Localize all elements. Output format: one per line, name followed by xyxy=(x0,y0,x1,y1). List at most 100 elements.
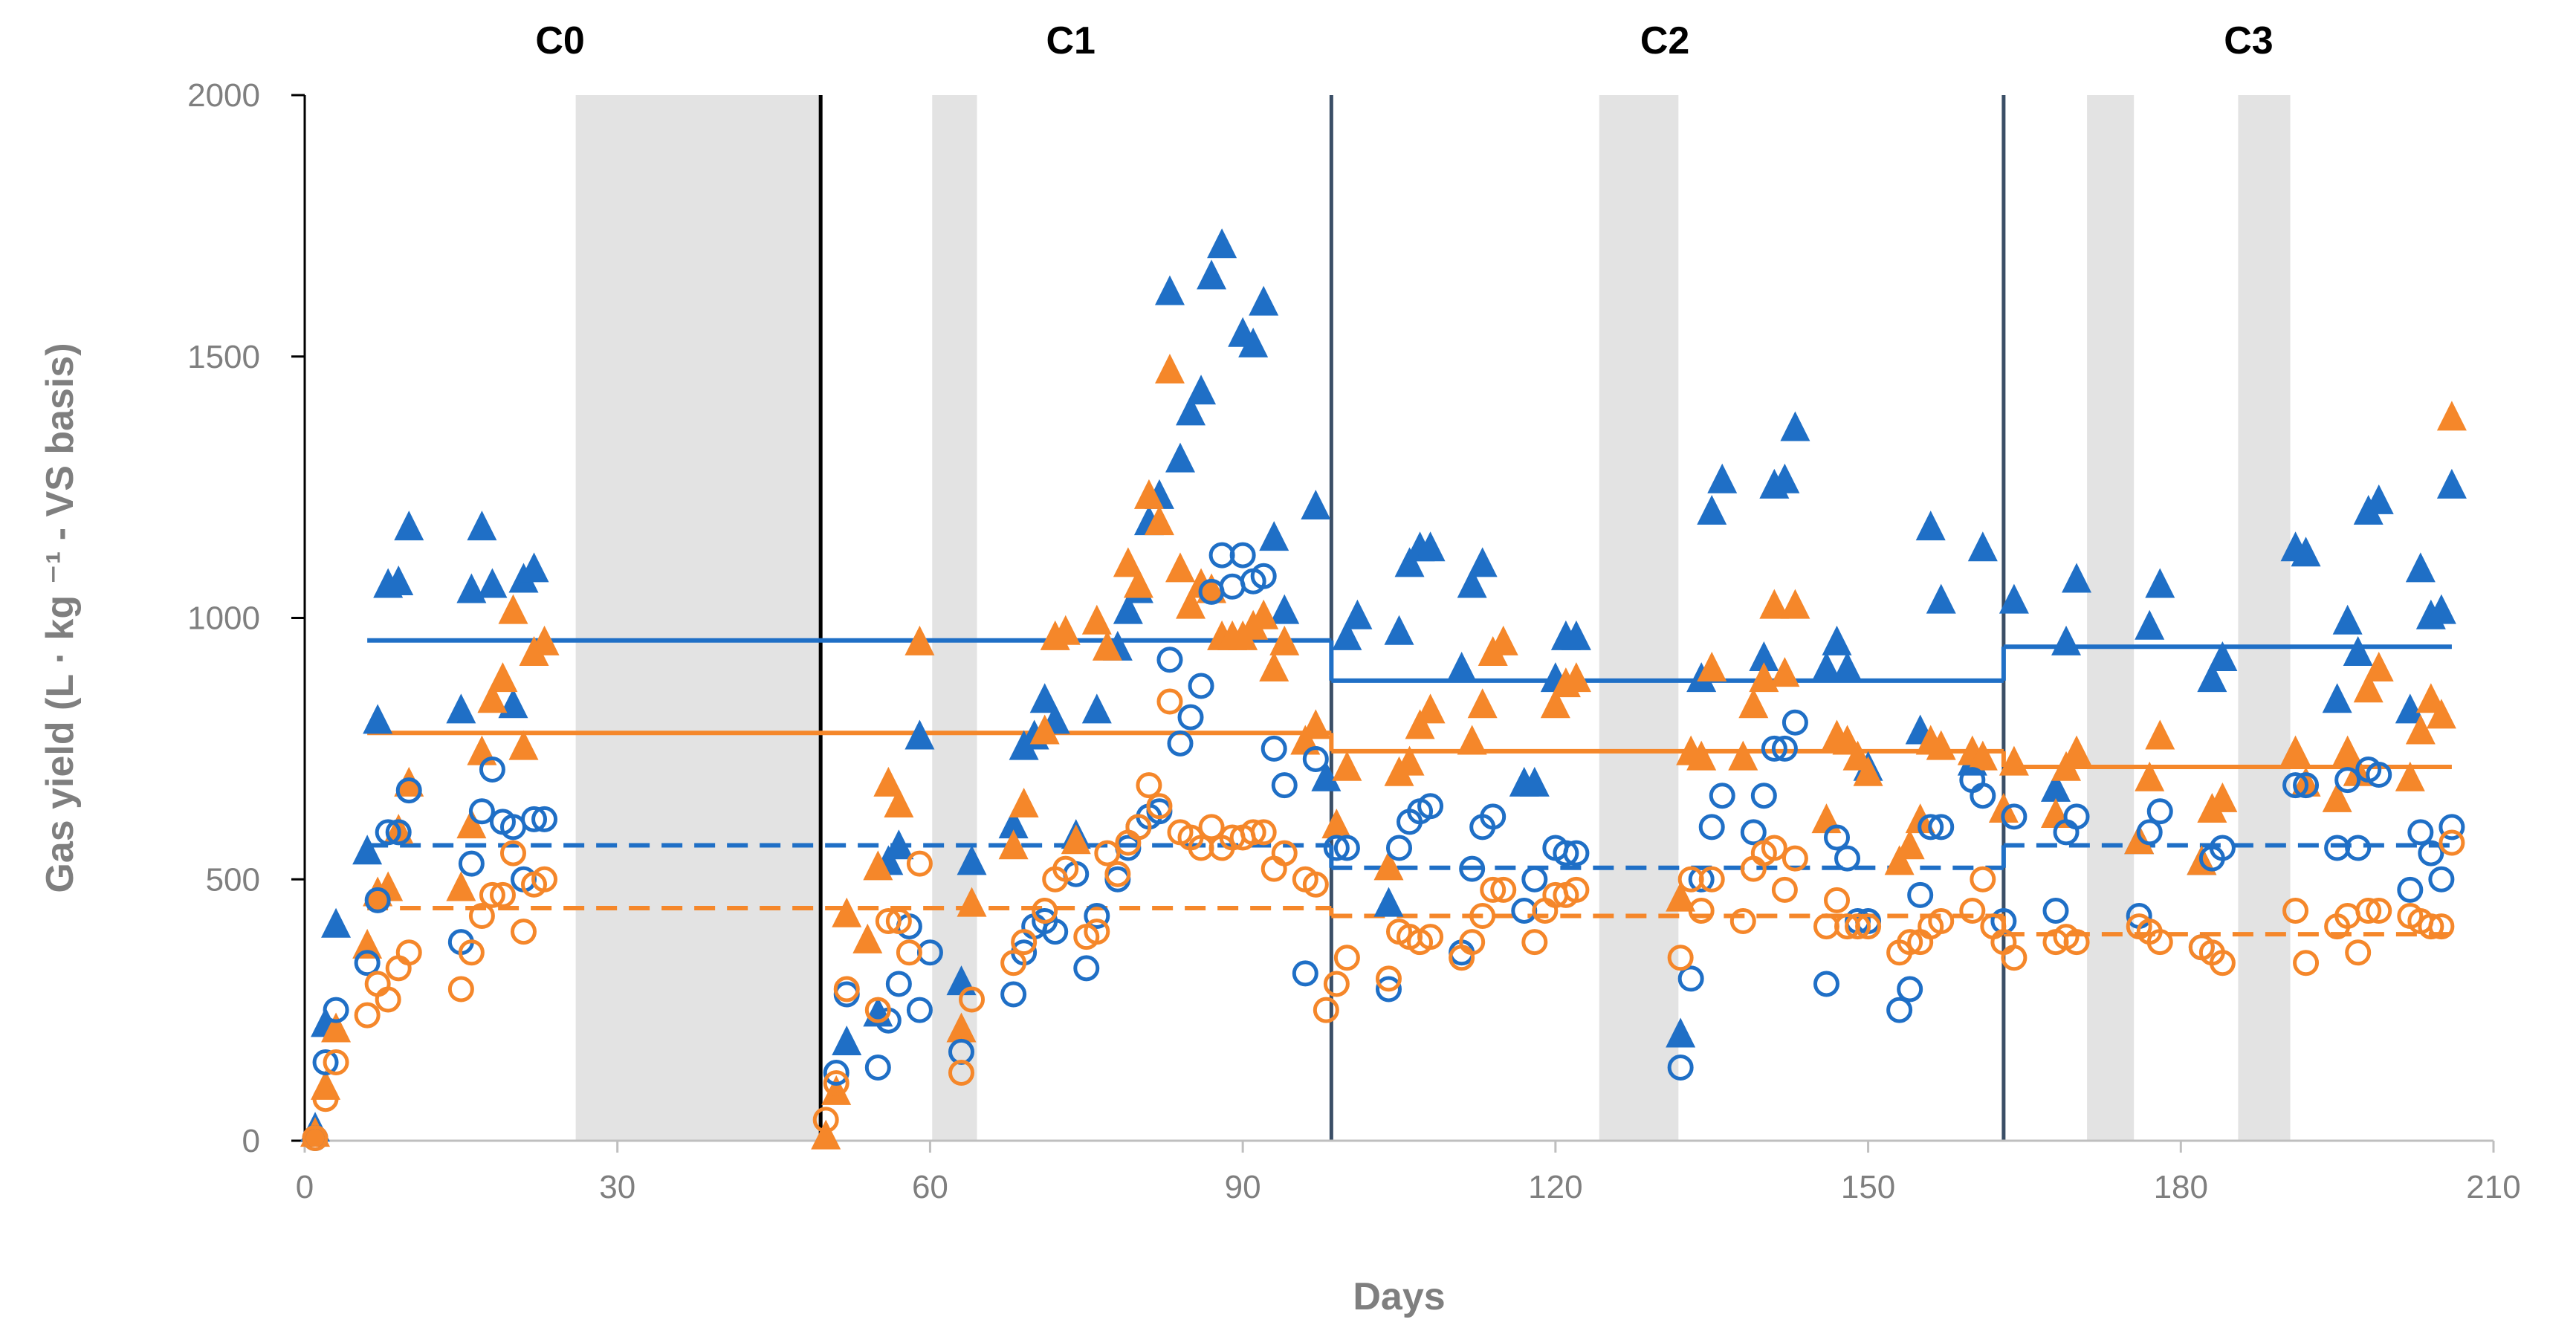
orange-circle-point xyxy=(1667,945,1694,971)
blue-triangle-point xyxy=(2291,537,2321,567)
orange-triangle-point xyxy=(904,625,935,655)
orange-triangle-point xyxy=(2145,719,2175,750)
phase-boundaries xyxy=(818,95,2006,1141)
shaded-period-1 xyxy=(575,95,821,1141)
orange-triangle-point xyxy=(1133,479,1164,509)
orange-circle-point xyxy=(1959,897,1986,924)
orange-triangle-point xyxy=(2436,401,2467,431)
blue-circle-point xyxy=(1907,881,1934,908)
data-points xyxy=(300,228,2467,1151)
orange-circle-point xyxy=(1417,924,1444,950)
blue-circle-point xyxy=(2366,762,2392,788)
orange-circle-point xyxy=(812,1107,839,1133)
blue-circle-point xyxy=(1188,673,1214,699)
orange-triangle-point xyxy=(1123,568,1153,598)
blue-triangle-point xyxy=(998,809,1029,839)
blue-circle-point xyxy=(1667,1055,1694,1081)
orange-triangle-point xyxy=(957,887,987,917)
orange-circle-point xyxy=(1824,887,1850,913)
orange-triangle-point xyxy=(529,625,560,655)
orange-triangle-point xyxy=(394,766,424,797)
blue-triangle-point xyxy=(1332,620,1362,650)
orange-circle-point xyxy=(511,919,537,945)
orange-triangle-point xyxy=(1457,725,1487,755)
blue-triangle-point xyxy=(2062,563,2092,593)
blue-circle-point xyxy=(1928,814,1955,840)
blue-triangle-point xyxy=(2343,635,2373,666)
orange-triangle-point xyxy=(821,1075,852,1105)
orange-circle-point xyxy=(1761,835,1787,861)
blue-circle-point xyxy=(1292,960,1318,987)
y-axis-title: Gas yield (L · kg ⁻¹ - VS basis) xyxy=(39,343,82,893)
orange-triangle-point xyxy=(2062,735,2092,765)
orange-circle-point xyxy=(1729,908,1756,935)
blue-circle-point xyxy=(1824,824,1850,851)
orange-circle-point xyxy=(2209,950,2236,976)
blue-circle-point xyxy=(1219,573,1246,600)
orange-triangle-point xyxy=(1394,745,1425,776)
blue-triangle-point xyxy=(1394,547,1425,577)
blue-triangle-point xyxy=(1749,641,1779,671)
blue-circle-point xyxy=(375,819,401,846)
blue-triangle-point xyxy=(498,688,528,719)
orange-triangle-point xyxy=(352,928,383,959)
blue-triangle-point xyxy=(446,693,476,724)
orange-circle-point xyxy=(885,908,912,935)
blue-triangle-point xyxy=(467,511,497,541)
orange-triangle-point xyxy=(1301,709,1331,739)
x-tick-label: 120 xyxy=(1528,1169,1582,1205)
orange-triangle-point xyxy=(1009,787,1039,817)
orange-triangle-point xyxy=(2322,782,2352,812)
orange-triangle-point xyxy=(1853,756,1883,786)
orange-triangle-point xyxy=(477,683,508,713)
blue-triangle-point xyxy=(384,565,414,595)
orange-triangle-point xyxy=(1373,850,1404,881)
blue-circle-point xyxy=(916,939,943,966)
orange-triangle-point xyxy=(456,809,487,839)
blue-triangle-point xyxy=(1967,531,1998,562)
blue-circle-point xyxy=(2001,803,2028,830)
blue-circle-point xyxy=(499,814,526,840)
orange-circle-point xyxy=(2345,939,2372,966)
orange-triangle-point xyxy=(508,730,539,760)
orange-circle-point xyxy=(1771,876,1798,903)
orange-triangle-point xyxy=(832,897,862,927)
blue-triangle-point xyxy=(1259,521,1289,551)
orange-circle-point xyxy=(2355,897,2382,924)
orange-circle-point xyxy=(354,1002,381,1029)
orange-triangle-point xyxy=(1029,714,1060,745)
blue-circle-point xyxy=(2293,772,2320,799)
blue-triangle-point xyxy=(2145,568,2175,598)
blue-circle-point xyxy=(395,777,422,804)
orange-triangle-point xyxy=(2353,673,2384,703)
blue-triangle-point xyxy=(2405,552,2436,583)
blue-circle-point xyxy=(885,971,912,997)
blue-triangle-point xyxy=(1519,766,1550,797)
orange-triangle-point xyxy=(1144,505,1174,536)
orange-triangle-point xyxy=(1405,709,1435,739)
blue-triangle-point xyxy=(2332,604,2363,635)
orange-triangle-point xyxy=(1249,599,1279,629)
orange-triangle-point xyxy=(1759,589,1790,619)
blue-circle-point xyxy=(2324,835,2351,861)
orange-triangle-point xyxy=(2332,735,2363,765)
orange-triangle-point xyxy=(321,1012,352,1043)
blue-triangle-point xyxy=(1207,228,1237,259)
orange-circle-point xyxy=(864,997,891,1023)
blue-circle-point xyxy=(2428,866,2455,893)
blue-circle-point xyxy=(531,806,558,832)
orange-circle-point xyxy=(2063,929,2090,956)
x-tick-label: 90 xyxy=(1225,1169,1261,1205)
orange-circle-point xyxy=(1480,876,1507,903)
orange-triangle-point xyxy=(1905,803,1935,834)
blue-circle-point xyxy=(1688,866,1715,893)
orange-triangle-point xyxy=(1561,662,1591,693)
x-tick-label: 150 xyxy=(1841,1169,1895,1205)
orange-circle-point xyxy=(875,908,902,935)
blue-triangle-point xyxy=(2395,693,2425,724)
blue-circle-point xyxy=(2136,819,2163,846)
orange-triangle-point xyxy=(2405,714,2436,745)
orange-circle-point xyxy=(531,866,558,893)
blue-triangle-point xyxy=(1373,887,1404,917)
blue-circle-point xyxy=(1886,997,1913,1023)
